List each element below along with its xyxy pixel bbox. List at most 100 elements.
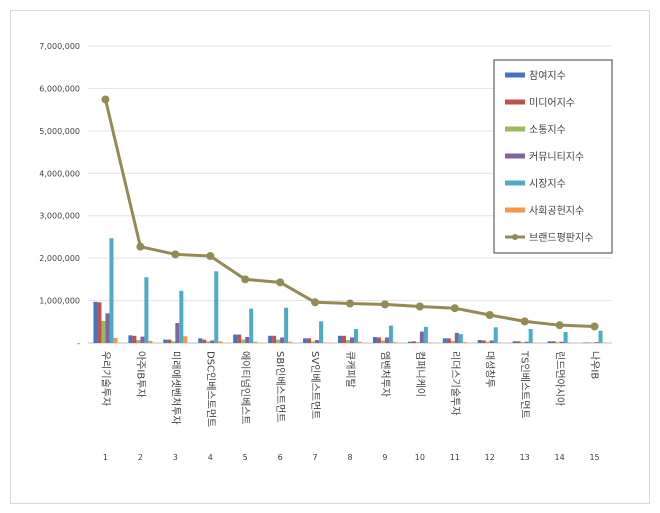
bar [280,337,285,343]
bar [179,290,184,343]
bar [411,341,416,343]
bar [358,341,362,343]
x-category-label: DSC인베스트먼트 [204,351,216,427]
bar-group [93,238,607,344]
bar [346,340,350,343]
bar [415,342,420,343]
legend-swatch [505,72,525,78]
bar [512,341,517,343]
x-category-label: 미래에셋벤처투자 [169,351,181,425]
bar [384,337,389,343]
bar [446,338,451,343]
bar [354,328,358,343]
bar [140,336,145,343]
x-rank-label: 6 [278,453,283,462]
bar [319,321,324,343]
bar [532,342,537,344]
bar [450,340,455,343]
bar [144,277,149,343]
bar [276,339,281,343]
bar [454,332,459,343]
x-rank-label: 10 [415,453,425,462]
bar [380,340,385,343]
bar [101,320,106,343]
bar [214,271,219,343]
bar [392,342,397,343]
bar [315,340,320,343]
y-axis: - 1,000,000 2,000,000 3,000,000 4,000,000 5,0… [39,42,80,348]
bar [210,340,215,343]
bar [323,342,328,344]
y-tick-label: 3,000,000 [39,212,80,221]
y-tick-label: 7,000,000 [39,42,80,51]
bar [582,342,587,344]
line-point [206,252,215,261]
bar [516,341,521,343]
bar [218,341,223,343]
x-axis: 우리기술투자 1 아주IB투자 2 미래에셋벤처투자 3 DSC인베스트먼트 4 에이티넘인베스… [99,350,600,462]
y-tick-label: 6,000,000 [39,84,80,93]
bar [567,342,572,344]
bar [253,341,258,343]
line-point [171,250,180,259]
bar [419,331,424,343]
x-rank-label: 7 [313,453,318,462]
bar [183,336,188,343]
legend-marker [512,234,518,240]
legend-label: 참여지수 [529,70,566,82]
x-rank-label: 14 [555,453,565,462]
legend-label: 커뮤니티지수 [529,151,584,163]
line-point [485,310,494,319]
bar [388,325,393,343]
line-point [555,321,564,330]
bar [148,340,153,343]
bar [555,342,560,343]
x-rank-label: 9 [382,453,387,462]
bar [288,341,293,343]
x-category-label: SV인베스트먼트 [309,351,321,419]
x-category-label: 우리기술투자 [99,351,111,406]
bar [497,342,502,344]
bar [528,328,533,343]
bar [342,335,346,343]
bar [423,326,428,343]
bar [520,342,525,343]
bar [477,340,482,343]
bar [594,342,599,343]
bar [551,341,556,343]
bar [586,342,591,344]
legend-swatch [505,207,525,213]
x-category-label: SBI인베스트먼트 [274,351,286,422]
x-rank-label: 11 [450,453,460,462]
line-point [590,322,599,331]
bar [407,341,412,343]
bar [350,337,354,343]
x-category-label: 엠벤처투자 [379,351,391,397]
x-rank-label: 1 [103,453,108,462]
bar [284,307,289,343]
bar [547,341,552,343]
bar [563,331,568,343]
legend-label: 미디어지수 [529,97,575,109]
line-point [101,95,110,104]
line-point [346,299,354,308]
bar [175,323,180,343]
bar [307,338,312,343]
x-rank-label: 5 [243,453,248,462]
bar [97,302,102,343]
x-rank-label: 12 [485,453,495,462]
bar [485,341,490,343]
x-rank-label: 13 [520,453,530,462]
y-tick-label: 5,000,000 [39,127,80,136]
line-point [415,302,424,311]
bar [241,339,246,343]
line-point [276,278,285,287]
x-category-label: 리더스기술투자 [449,351,461,415]
x-rank-label: 8 [347,453,352,462]
line-point [311,298,320,307]
bar [372,337,377,343]
bar [171,341,176,343]
x-category-label: 컴퍼니케이 [414,351,426,397]
